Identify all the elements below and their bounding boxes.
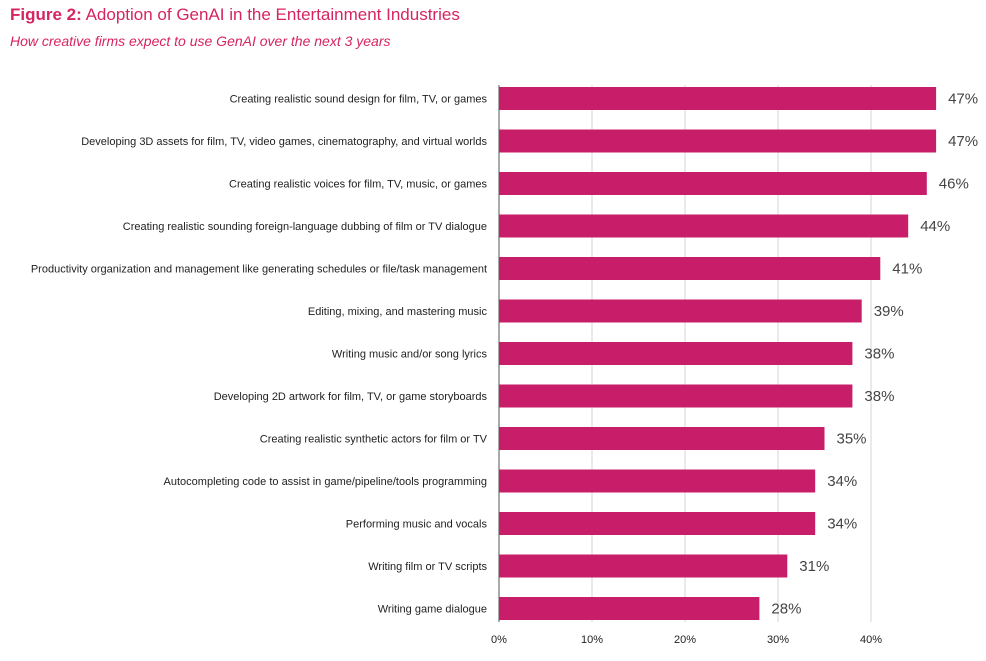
bar xyxy=(499,554,788,578)
category-label: Writing music and/or song lyrics xyxy=(332,349,488,361)
value-label: 41% xyxy=(892,261,922,278)
value-label: 39% xyxy=(874,303,904,320)
bars xyxy=(499,87,937,620)
value-label: 28% xyxy=(771,601,801,618)
value-label: 44% xyxy=(920,218,950,235)
category-label: Autocompleting code to assist in game/pi… xyxy=(164,476,487,488)
category-label: Writing game dialogue xyxy=(378,604,487,616)
value-labels: 47% 47% 46% 44% 41% 39% 38% 38% 35% 34% 34% 31% 28% xyxy=(771,91,978,618)
value-label: 35% xyxy=(837,431,867,448)
bar xyxy=(499,257,881,280)
x-tick-label: 10% xyxy=(581,634,603,646)
bar xyxy=(499,214,909,238)
value-label: 31% xyxy=(799,558,829,575)
bar xyxy=(499,469,816,493)
x-tick-label: 0% xyxy=(491,634,507,646)
category-label: Creating realistic sound design for film… xyxy=(230,94,488,106)
value-label: 38% xyxy=(864,346,894,363)
bar xyxy=(499,427,825,450)
category-label: Writing film or TV scripts xyxy=(368,561,487,573)
value-label: 47% xyxy=(948,133,978,150)
category-labels: Creating realistic sound design for film… xyxy=(31,94,488,616)
x-axis-ticks: 0% 10% 20% 30% 40% xyxy=(491,634,882,646)
x-tick-label: 20% xyxy=(674,634,696,646)
bar xyxy=(499,512,816,535)
figure-title: Adoption of GenAI in the Entertainment I… xyxy=(85,5,460,24)
bar xyxy=(499,172,927,195)
chart-subtitle: How creative firms expect to use GenAI o… xyxy=(10,33,391,49)
category-label: Productivity organization and management… xyxy=(31,264,487,276)
category-label: Creating realistic synthetic actors for … xyxy=(260,434,488,446)
bar xyxy=(499,299,862,323)
category-label: Developing 2D artwork for film, TV, or g… xyxy=(214,391,488,403)
figure-label: Figure 2: xyxy=(10,5,82,24)
bar xyxy=(499,87,937,110)
bar xyxy=(499,384,853,408)
x-tick-label: 30% xyxy=(767,634,789,646)
value-label: 46% xyxy=(939,176,969,193)
bar xyxy=(499,342,853,365)
value-label: 38% xyxy=(864,388,894,405)
bar xyxy=(499,597,760,620)
category-label: Editing, mixing, and mastering music xyxy=(308,306,488,318)
bar xyxy=(499,129,937,153)
category-label: Creating realistic voices for film, TV, … xyxy=(229,179,487,191)
category-label: Creating realistic sounding foreign-lang… xyxy=(123,221,487,233)
category-label: Performing music and vocals xyxy=(346,519,488,531)
category-label: Developing 3D assets for film, TV, video… xyxy=(81,136,487,148)
value-label: 47% xyxy=(948,91,978,108)
value-label: 34% xyxy=(827,516,857,533)
x-tick-label: 40% xyxy=(860,634,882,646)
value-label: 34% xyxy=(827,473,857,490)
chart-title: Figure 2: Adoption of GenAI in the Enter… xyxy=(10,5,460,25)
